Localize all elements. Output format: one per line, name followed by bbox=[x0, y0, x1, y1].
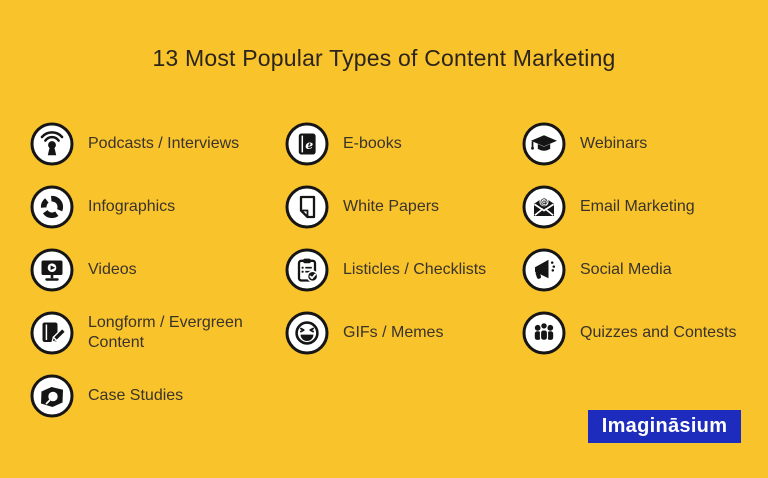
graduation-cap-icon bbox=[522, 122, 566, 166]
item-quizzes: Quizzes and Contests bbox=[522, 311, 737, 355]
paper-document-icon bbox=[285, 185, 329, 229]
video-monitor-icon bbox=[30, 248, 74, 292]
item-label: Videos bbox=[88, 261, 137, 279]
item-social-media: Social Media bbox=[522, 248, 672, 292]
item-gifs-memes: GIFs / Memes bbox=[285, 311, 443, 355]
item-videos: Videos bbox=[30, 248, 137, 292]
item-label: Infographics bbox=[88, 198, 176, 216]
item-label: Social Media bbox=[580, 261, 672, 279]
page-title: 13 Most Popular Types of Content Marketi… bbox=[152, 45, 616, 71]
item-label: E-books bbox=[343, 135, 402, 153]
item-label: Quizzes and Contests bbox=[580, 324, 737, 342]
item-label: Listicles / Checklists bbox=[343, 261, 487, 279]
megaphone-icon bbox=[522, 248, 566, 292]
book-pencil-icon bbox=[30, 311, 74, 355]
case-study-magnifier-icon bbox=[30, 374, 74, 418]
item-label: GIFs / Memes bbox=[343, 324, 444, 342]
item-email-marketing: @ Email Marketing bbox=[522, 185, 695, 229]
item-label: White Papers bbox=[343, 198, 440, 216]
item-webinars: Webinars bbox=[522, 122, 647, 166]
item-label: Case Studies bbox=[88, 387, 184, 405]
infographic-icon bbox=[30, 185, 74, 229]
svg-text:e: e bbox=[305, 137, 313, 152]
item-longform: Longform / Evergreen Content bbox=[30, 311, 270, 355]
podcast-icon bbox=[30, 122, 74, 166]
people-group-icon bbox=[522, 311, 566, 355]
svg-text:@: @ bbox=[540, 198, 548, 207]
item-label: Webinars bbox=[580, 135, 648, 153]
laughing-face-icon bbox=[285, 311, 329, 355]
item-case-studies: Case Studies bbox=[30, 374, 183, 418]
item-label: Longform / Evergreen Content bbox=[88, 314, 243, 351]
item-label: Podcasts / Interviews bbox=[88, 135, 240, 153]
item-infographics: Infographics bbox=[30, 185, 175, 229]
item-podcasts: Podcasts / Interviews bbox=[30, 122, 239, 166]
imaginasium-logo: Imagināsium bbox=[588, 410, 741, 443]
checklist-clipboard-icon bbox=[285, 248, 329, 292]
email-envelope-icon: @ bbox=[522, 185, 566, 229]
item-white-papers: White Papers bbox=[285, 185, 439, 229]
item-ebooks: e E-books bbox=[285, 122, 402, 166]
item-listicles: Listicles / Checklists bbox=[285, 248, 486, 292]
item-label: Email Marketing bbox=[580, 198, 695, 216]
ebook-icon: e bbox=[285, 122, 329, 166]
